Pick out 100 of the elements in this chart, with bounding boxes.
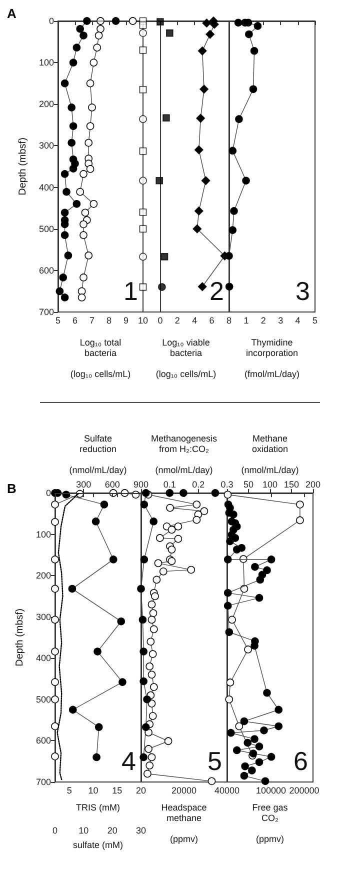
point [90, 200, 98, 208]
y-tick-label: 500 [36, 694, 51, 704]
y-tick-label: 400 [38, 182, 54, 192]
point [200, 84, 208, 94]
y-tick-label: 0 [48, 16, 54, 26]
x-tick-label: 2 [260, 316, 266, 326]
point [94, 32, 103, 40]
point [139, 147, 147, 155]
x-tick-label: 5 [66, 786, 72, 796]
point [68, 138, 76, 147]
x2-tick-label: 900 [133, 480, 149, 490]
y-tick-label: 700 [36, 777, 51, 787]
x2-tick-label: 200 [305, 480, 321, 490]
point [60, 231, 69, 239]
point [159, 568, 168, 576]
point [56, 287, 64, 296]
x2-tick-label: 0.1 [163, 480, 176, 490]
point [146, 762, 154, 770]
point [148, 753, 156, 762]
point [194, 206, 204, 216]
y-tick-label: 600 [38, 265, 54, 276]
point [225, 252, 233, 260]
y-tick-label: 500 [38, 224, 54, 234]
x-axis-title: TRIS (mM) [76, 802, 120, 812]
point [228, 226, 237, 234]
point [154, 559, 162, 568]
x-tick-label: 1 [244, 316, 249, 326]
point [156, 534, 164, 542]
point [174, 534, 182, 543]
point [139, 283, 147, 291]
point [60, 170, 69, 178]
point [139, 225, 147, 233]
point [76, 188, 84, 196]
point [69, 122, 78, 130]
point [160, 253, 168, 260]
text: Headspace methane (ppmv) [161, 802, 207, 844]
point [76, 25, 84, 33]
x-tick-label: 15 [112, 786, 122, 796]
point [62, 188, 70, 196]
point [187, 566, 195, 574]
y-tick-label: 100 [38, 58, 54, 68]
y-tick-label: 200 [38, 99, 54, 110]
annotation: 6 [294, 746, 308, 776]
x2-tick-label: 150 [284, 480, 300, 490]
point [51, 518, 59, 526]
text: Thymidine incorporation (fmol/mL/day) [244, 337, 300, 379]
point [72, 200, 81, 208]
point [174, 522, 182, 530]
point [60, 79, 69, 88]
point [128, 17, 137, 25]
point [81, 208, 90, 217]
x-tick-label: 8 [226, 316, 232, 326]
x-tick-label: 0 [158, 316, 163, 326]
point [139, 115, 147, 124]
text: Log₁₀ total bacteria (log₁₀ cells/mL) [70, 337, 131, 379]
annotation: 5 [208, 746, 222, 776]
point [242, 176, 250, 185]
point [234, 18, 242, 27]
x-tick-label: 9 [123, 316, 129, 326]
x-tick-label: 10 [138, 316, 148, 326]
point [139, 252, 147, 261]
point [162, 114, 170, 122]
x-tick-label: 7 [89, 316, 95, 326]
point [148, 600, 156, 608]
point [168, 546, 176, 554]
x2-tick-label: 100 [262, 480, 278, 490]
point [84, 138, 92, 147]
y-tick-label: 300 [38, 140, 54, 151]
y-axis-title: Depth (mbsf) [14, 608, 26, 666]
point [250, 47, 258, 55]
point [196, 114, 206, 123]
point [198, 46, 207, 56]
annotation: 1 [124, 276, 138, 306]
point [158, 283, 166, 291]
point [51, 678, 59, 686]
x-axis-title: sulfate (mM) [72, 840, 124, 850]
point [164, 737, 172, 746]
chart-title: B [7, 481, 16, 496]
point [80, 220, 88, 228]
point [51, 752, 59, 760]
y-axis-title: Depth (mbsf) [18, 138, 28, 196]
point [139, 176, 147, 185]
point [86, 122, 94, 130]
y-tick-label: 700 [38, 307, 54, 317]
point [206, 30, 214, 39]
x-tick-label: 40000 [214, 786, 240, 796]
x2-tick-label: 50 [243, 480, 254, 490]
point [228, 146, 237, 155]
point [69, 164, 78, 172]
point [150, 683, 158, 691]
point [150, 625, 158, 634]
x2-tick-label: 300 [76, 480, 92, 490]
point [245, 30, 253, 38]
point [156, 18, 164, 26]
x-tick-label: 4 [192, 316, 198, 326]
point [148, 700, 156, 708]
point [59, 274, 67, 282]
point [192, 500, 201, 508]
point [149, 609, 158, 618]
x-tick-label: 20 [107, 826, 118, 836]
